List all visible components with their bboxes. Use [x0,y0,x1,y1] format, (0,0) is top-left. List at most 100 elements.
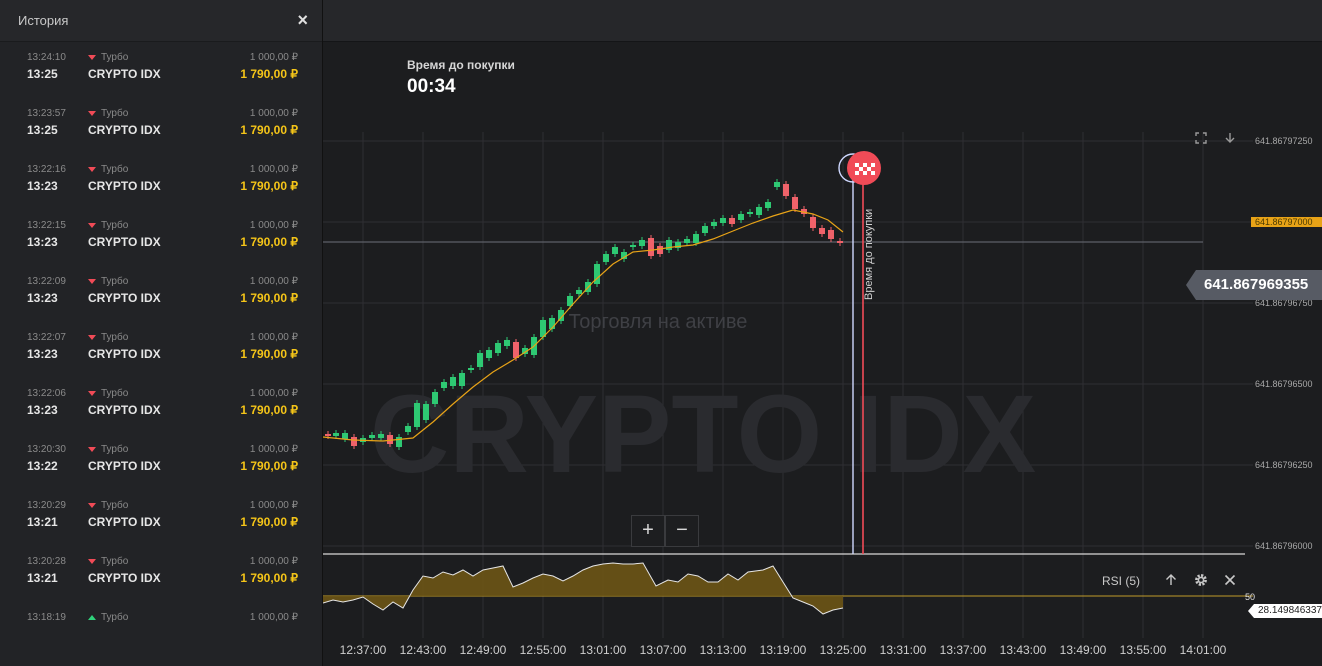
deal-item[interactable]: 13:22:15 Турбо 1 000,00 ₽ 13:23 CRYPTO IDX 1 … [0,210,322,266]
deal-item[interactable]: 13:18:19 Турбо 1 000,00 ₽ [0,602,322,658]
candle-up [342,433,348,439]
time-tick: 13:07:00 [640,643,687,657]
candle-down [351,437,357,446]
zoom-in-button[interactable]: + [631,515,665,547]
deal-item[interactable]: 13:23:57 Турбо 1 000,00 ₽ 13:25 CRYPTO IDX 1 … [0,98,322,154]
candle-down [657,246,663,254]
candle-up [558,310,564,321]
deal-open-time: 13:20:29 [27,500,66,511]
history-list: 13:24:10 Турбо 1 000,00 ₽ 13:25 CRYPTO IDX 1 … [0,42,322,658]
deal-close-time: 13:25 [27,67,58,81]
deal-close-time: 13:21 [27,571,58,585]
price-tick: 641.86797250 [1255,136,1313,146]
deal-payout: 1 790,00 ₽ [240,67,298,81]
candle-up [432,392,438,404]
deal-payout: 1 790,00 ₽ [240,235,298,249]
countdown-value: 00:34 [407,76,456,97]
price-chart[interactable]: CRYPTO IDX Торговля на активе Время до п… [323,42,1322,666]
direction-down-icon [88,111,96,116]
candle-down [801,209,807,214]
deal-item[interactable]: 13:22:16 Турбо 1 000,00 ₽ 13:23 CRYPTO IDX 1 … [0,154,322,210]
candle-up [378,434,384,438]
deal-open-time: 13:22:15 [27,220,66,231]
candle-up [684,239,690,243]
candle-up [594,264,600,284]
rsi-line [323,562,844,615]
candle-up [396,437,402,447]
gear-icon[interactable] [1194,573,1208,590]
candle-up [450,377,456,386]
rsi-level-label: 50 [1245,592,1255,602]
deal-amount: 1 000,00 ₽ [249,108,298,119]
current-price-tag: 641.867969355 [1186,270,1322,300]
time-tick: 13:49:00 [1060,643,1107,657]
direction-down-icon [88,503,96,508]
deal-asset: CRYPTO IDX [88,515,161,529]
deal-item[interactable]: 13:20:28 Турбо 1 000,00 ₽ 13:21 CRYPTO IDX 1 … [0,546,322,602]
deal-amount: 1 000,00 ₽ [249,612,298,623]
candle-up [630,245,636,247]
candle-up [720,218,726,223]
deal-type: Турбо [101,556,129,567]
time-tick: 12:55:00 [520,643,567,657]
deal-item[interactable]: 13:24:10 Турбо 1 000,00 ₽ 13:25 CRYPTO IDX 1 … [0,42,322,98]
deal-asset: CRYPTO IDX [88,179,161,193]
candle-up [477,353,483,367]
candle-up [756,207,762,215]
deal-amount: 1 000,00 ₽ [249,556,298,567]
candle-up [774,182,780,187]
deal-close-time: 13:23 [27,347,58,361]
candle-up [711,222,717,226]
direction-down-icon [88,391,96,396]
time-tick: 12:37:00 [340,643,387,657]
deal-asset: CRYPTO IDX [88,291,161,305]
deal-amount: 1 000,00 ₽ [249,220,298,231]
time-tick: 13:43:00 [1000,643,1047,657]
deal-amount: 1 000,00 ₽ [249,500,298,511]
chart-area[interactable]: CRYPTO IDX Торговля на активе Время до п… [323,42,1322,666]
finish-flag-icon[interactable] [847,151,881,185]
rsi-indicator-label: RSI (5) [1102,574,1141,588]
purchase-countdown: Время до покупки 00:34 [407,58,515,98]
deal-asset: CRYPTO IDX [88,347,161,361]
candle-up [540,320,546,337]
candle-up [738,214,744,220]
time-tick: 13:01:00 [580,643,627,657]
candle-up [576,290,582,294]
time-tick: 13:13:00 [700,643,747,657]
candle-down [325,434,331,436]
deal-close-time: 13:25 [27,123,58,137]
time-tick: 14:01:00 [1180,643,1227,657]
arrow-up-icon[interactable] [1165,573,1177,589]
deal-payout: 1 790,00 ₽ [240,347,298,361]
close-icon[interactable] [1224,573,1236,589]
deal-amount: 1 000,00 ₽ [249,332,298,343]
deal-amount: 1 000,00 ₽ [249,276,298,287]
candle-down [810,217,816,228]
deal-item[interactable]: 13:22:07 Турбо 1 000,00 ₽ 13:23 CRYPTO IDX 1 … [0,322,322,378]
deal-type: Турбо [101,332,129,343]
candle-up [522,348,528,354]
fullscreen-icon[interactable] [1192,131,1210,149]
deal-item[interactable]: 13:22:09 Турбо 1 000,00 ₽ 13:23 CRYPTO IDX 1 … [0,266,322,322]
deal-item[interactable]: 13:20:30 Турбо 1 000,00 ₽ 13:22 CRYPTO IDX 1 … [0,434,322,490]
deal-close-time: 13:21 [27,515,58,529]
deal-type: Турбо [101,52,129,63]
time-tick: 13:25:00 [820,643,867,657]
zoom-out-button[interactable]: − [665,515,699,547]
deal-item[interactable]: 13:22:06 Турбо 1 000,00 ₽ 13:23 CRYPTO IDX 1 … [0,378,322,434]
deal-type: Турбо [101,164,129,175]
deal-payout: 1 790,00 ₽ [240,515,298,529]
deal-item[interactable]: 13:20:29 Турбо 1 000,00 ₽ 13:21 CRYPTO IDX 1 … [0,490,322,546]
time-tick: 13:37:00 [940,643,987,657]
download-icon[interactable] [1221,131,1239,149]
candle-up [693,234,699,243]
time-tick: 12:49:00 [460,643,507,657]
close-icon[interactable]: × [297,10,308,30]
candle-up [414,403,420,427]
deal-close-time: 13:23 [27,235,58,249]
direction-up-icon [88,615,96,620]
deal-amount: 1 000,00 ₽ [249,164,298,175]
deal-close-time: 13:23 [27,291,58,305]
candle-down [837,241,843,243]
